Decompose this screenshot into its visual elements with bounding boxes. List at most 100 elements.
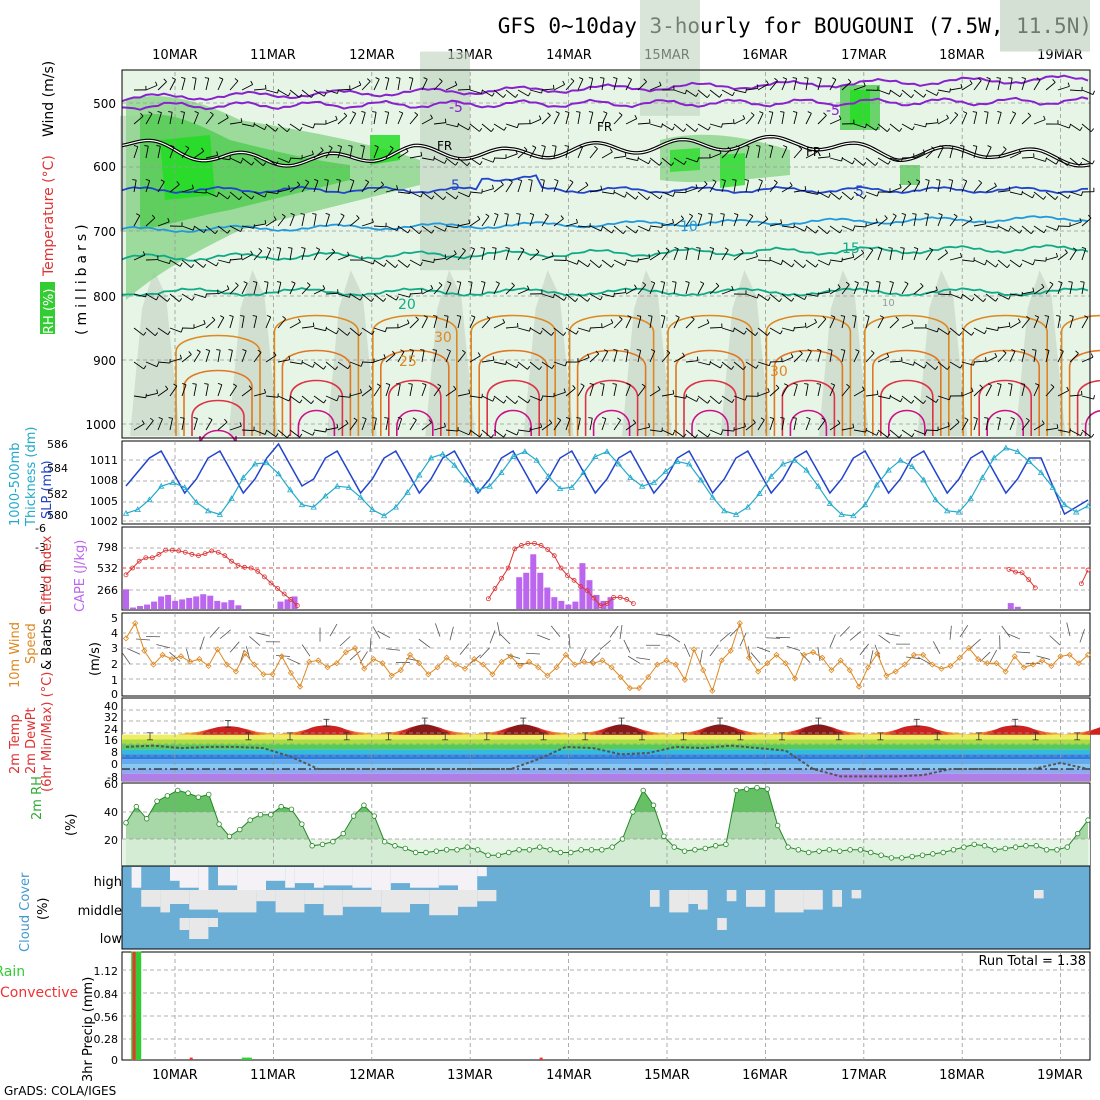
wind10m-marker	[1039, 657, 1046, 664]
wind10m-barb	[579, 648, 587, 662]
wind-barb	[157, 181, 165, 193]
wind-barb-flag	[815, 263, 819, 268]
wind-barb	[265, 395, 278, 398]
wind-barb	[157, 293, 168, 302]
wind-barb	[625, 259, 638, 263]
wind-barb	[361, 221, 374, 227]
rh-marker	[1012, 844, 1019, 850]
cloud-cell	[774, 890, 804, 913]
wind10m-marker	[141, 647, 148, 654]
wind-barb-flag	[758, 179, 763, 182]
wind-barb	[673, 89, 686, 95]
wind-barb-flag	[696, 397, 699, 402]
wind-barb-flag	[601, 417, 607, 420]
rh-marker	[1033, 843, 1039, 849]
rh-marker	[381, 839, 388, 845]
wind-barb	[589, 418, 593, 431]
wind-barb-flag	[462, 247, 466, 251]
wind-barb-flag	[149, 417, 154, 421]
wind-barb-flag	[358, 332, 363, 336]
wind-tick: 0	[111, 688, 118, 701]
wind-barb	[481, 395, 493, 402]
thickness-marker	[298, 501, 306, 508]
wind-barb	[193, 351, 201, 363]
wind-barb	[193, 150, 205, 159]
wind-barb-flag	[1066, 162, 1071, 166]
rh-green-area	[720, 153, 745, 188]
wind-barb	[277, 395, 290, 402]
wind-barb	[409, 292, 422, 295]
ylabel-temp: 2m Temp	[8, 714, 23, 774]
wind-barb	[337, 146, 343, 159]
wind-barb-flag	[156, 296, 159, 301]
wind-barb	[697, 89, 708, 98]
wind-barb-flag	[719, 93, 723, 98]
wind-barb-flag	[420, 151, 423, 156]
temperature-dome	[281, 349, 352, 436]
wind-barb	[589, 78, 594, 91]
wind-barb-flag	[840, 315, 845, 317]
wind-barb	[913, 395, 924, 404]
wind-frame	[121, 612, 1091, 697]
wind-barb-flag	[869, 247, 874, 251]
wind-barb	[241, 316, 245, 329]
wind-barb-flag	[323, 399, 327, 404]
wind-barb	[745, 146, 750, 159]
wind-barb	[1021, 225, 1032, 235]
wind-barb-flag	[216, 262, 219, 267]
wind-barb	[889, 360, 903, 363]
run-total: Run Total = 1.38	[978, 954, 1086, 969]
wind-barb-flag	[336, 397, 339, 402]
cape-bar	[523, 572, 530, 609]
wind10m-marker	[581, 658, 588, 665]
rh-marker	[568, 849, 574, 856]
wind10m-marker	[700, 667, 707, 674]
wind-barb-flag	[457, 122, 459, 127]
temp-band	[122, 734, 1090, 740]
wind-barb	[865, 282, 869, 295]
wind-barb-flag	[240, 159, 243, 164]
wind-barb-flag	[675, 315, 680, 318]
wind-barb	[829, 259, 842, 263]
wind-barb	[241, 157, 252, 166]
temp-tick: 24	[104, 723, 118, 736]
wind-barb-flag	[336, 179, 341, 181]
rh-marker	[971, 841, 977, 848]
temp-tick: 0	[111, 758, 118, 771]
contour-minus5-upper	[121, 74, 1089, 103]
wind-barb-flag	[564, 145, 569, 147]
rh-tower	[130, 270, 180, 436]
cloud-cell	[832, 890, 842, 907]
wind-barb	[193, 191, 206, 194]
wind-barb	[589, 148, 598, 159]
li-marker	[149, 555, 155, 561]
li-marker	[538, 543, 544, 548]
wind10m-barb	[739, 633, 747, 647]
wind-barb-flag	[670, 162, 675, 166]
wind-barb	[865, 123, 877, 131]
li-line	[487, 542, 634, 607]
wind-barb	[1009, 418, 1015, 431]
wind10m-barb	[1049, 635, 1061, 646]
wind-barb	[649, 84, 662, 91]
contour-minus5	[121, 96, 1089, 111]
wind-barb	[865, 157, 876, 166]
wind-barb	[529, 214, 535, 227]
wind-barb-flag	[551, 364, 555, 369]
wind-barb-flag	[1030, 230, 1035, 234]
wind-barb	[361, 112, 366, 125]
wind-barb-flag	[830, 383, 835, 386]
wind-barb	[877, 356, 889, 363]
wind-barb	[1045, 316, 1050, 329]
wind-barb	[649, 157, 660, 166]
wind-barb-flag	[576, 111, 581, 113]
panel-wind10m: 0 1 2 3 4 5 10m Wind Speed & Barbs (m/s)	[8, 612, 1092, 701]
rh-marker	[930, 851, 936, 857]
wind-barb	[589, 259, 600, 269]
wind-barb-flag	[468, 430, 471, 435]
wind-barb	[625, 118, 637, 125]
wind-barb-flag	[143, 365, 147, 370]
wind-barb	[793, 259, 804, 269]
li-line	[125, 549, 298, 606]
wind-barb-flag	[490, 128, 495, 132]
